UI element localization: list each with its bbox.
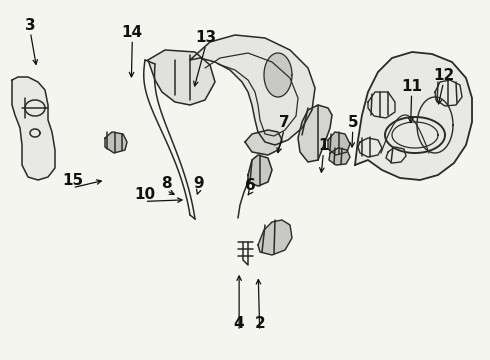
Polygon shape bbox=[355, 52, 472, 180]
Text: 4: 4 bbox=[234, 316, 245, 332]
Polygon shape bbox=[368, 92, 395, 118]
Polygon shape bbox=[190, 35, 315, 145]
Polygon shape bbox=[148, 50, 215, 105]
Text: 3: 3 bbox=[25, 18, 36, 33]
Text: 1: 1 bbox=[318, 138, 329, 153]
Polygon shape bbox=[386, 147, 406, 163]
Polygon shape bbox=[264, 53, 292, 97]
Text: 15: 15 bbox=[62, 173, 83, 188]
Text: 7: 7 bbox=[279, 115, 290, 130]
Polygon shape bbox=[328, 132, 350, 155]
Text: 12: 12 bbox=[433, 68, 454, 83]
Polygon shape bbox=[12, 77, 55, 180]
Polygon shape bbox=[358, 138, 382, 157]
Text: 2: 2 bbox=[254, 316, 265, 332]
Text: 11: 11 bbox=[401, 79, 422, 94]
Polygon shape bbox=[298, 105, 332, 162]
Text: 8: 8 bbox=[161, 176, 172, 191]
Text: 14: 14 bbox=[122, 25, 143, 40]
Polygon shape bbox=[248, 155, 272, 186]
Polygon shape bbox=[245, 130, 282, 155]
Polygon shape bbox=[435, 80, 462, 106]
Polygon shape bbox=[329, 148, 350, 165]
Text: 5: 5 bbox=[347, 115, 358, 130]
Text: 6: 6 bbox=[245, 178, 255, 193]
Polygon shape bbox=[105, 132, 127, 153]
Text: 13: 13 bbox=[195, 30, 217, 45]
Text: 9: 9 bbox=[193, 176, 204, 191]
Polygon shape bbox=[258, 220, 292, 255]
Text: 10: 10 bbox=[134, 187, 155, 202]
